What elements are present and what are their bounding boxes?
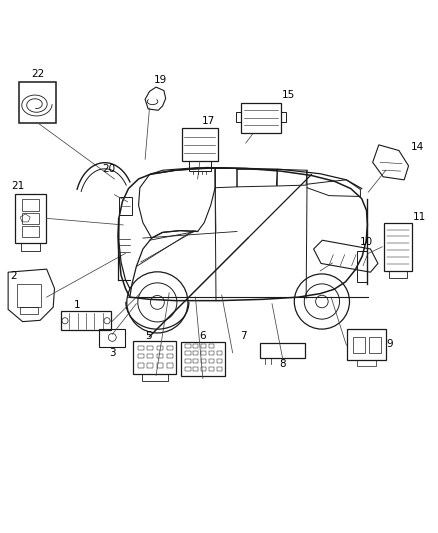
Bar [208,351,214,356]
Bar [61,311,111,330]
Bar [180,342,224,376]
Bar [119,197,132,215]
Bar [138,354,144,358]
Bar [185,359,190,363]
Bar [185,351,190,356]
Bar [201,344,206,349]
Bar [280,112,286,122]
Bar [156,354,162,358]
Bar [21,213,39,224]
Bar [193,359,198,363]
Bar [14,194,46,243]
Bar [156,346,162,350]
Bar [241,103,280,133]
Bar [201,367,206,371]
Bar [181,128,217,161]
Bar [216,367,222,371]
Bar [260,343,304,358]
Bar [185,344,190,349]
Bar [21,199,39,211]
Bar [356,360,375,366]
Bar [188,161,210,171]
Bar [353,336,364,353]
Bar [21,243,40,251]
Bar [166,354,172,358]
Text: 7: 7 [240,331,246,341]
Bar [357,251,366,282]
Bar [185,367,190,371]
Bar [99,329,125,347]
Bar [141,374,167,381]
Bar [384,223,411,271]
Bar [236,112,241,122]
Bar [193,344,198,349]
Text: 8: 8 [279,359,285,369]
Bar [133,341,176,374]
Text: 14: 14 [410,142,423,152]
Bar [216,359,222,363]
Text: 20: 20 [102,164,116,174]
Bar [147,346,153,350]
Bar [21,225,39,237]
Text: 6: 6 [199,331,206,341]
Text: 9: 9 [386,340,392,350]
Bar [147,354,153,358]
Text: 15: 15 [282,90,295,100]
Text: 5: 5 [145,331,152,341]
Bar [17,285,41,307]
Text: 10: 10 [359,237,372,247]
Bar [19,82,57,123]
Bar [208,359,214,363]
Bar [208,367,214,371]
Bar [389,271,406,278]
Bar [138,346,144,350]
Bar [346,329,385,360]
Bar [208,344,214,349]
Bar [166,363,172,368]
Bar [147,363,153,368]
Bar [166,346,172,350]
Text: 1: 1 [74,300,81,310]
Bar [216,351,222,356]
Text: 11: 11 [412,212,425,222]
Bar [20,307,38,314]
Text: 3: 3 [109,348,115,358]
Text: 2: 2 [11,271,17,281]
Text: 19: 19 [153,75,167,85]
Bar [193,367,198,371]
Bar [156,363,162,368]
Bar [368,336,380,353]
Bar [138,363,144,368]
Bar [201,351,206,356]
Text: 22: 22 [31,69,44,79]
Text: 17: 17 [201,116,215,126]
Bar [201,359,206,363]
Bar [193,351,198,356]
Text: 21: 21 [11,181,25,191]
